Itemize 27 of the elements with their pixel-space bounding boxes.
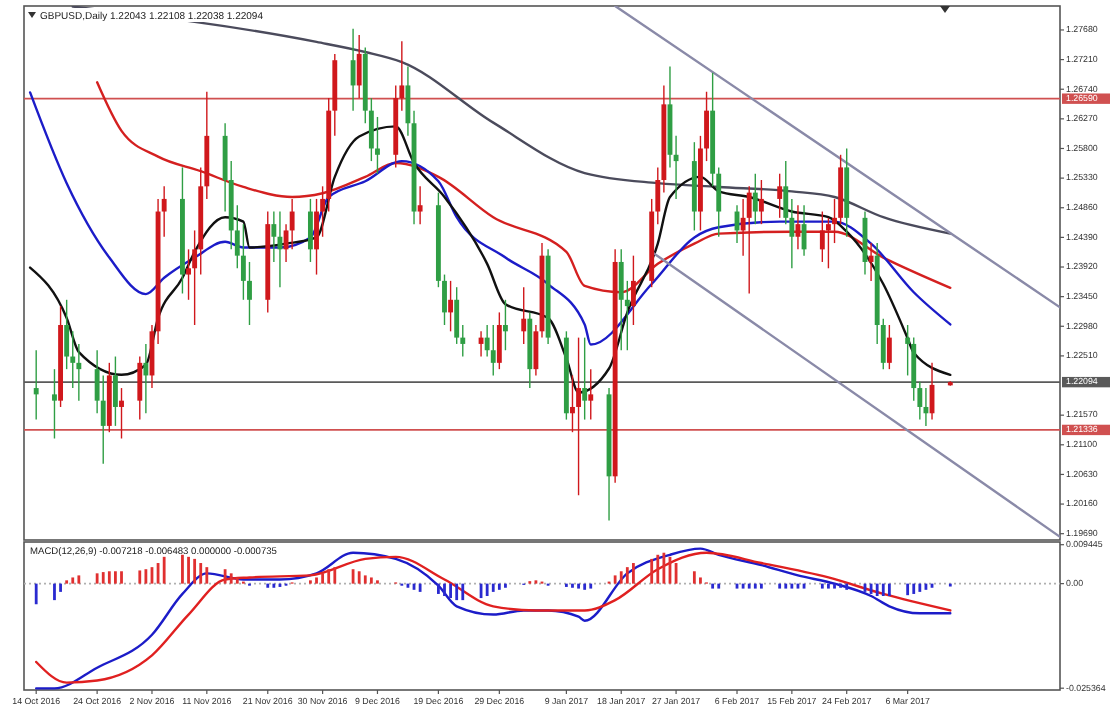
candlestick [752, 173, 758, 225]
candlestick [33, 349, 39, 421]
candlestick [496, 311, 502, 370]
candlestick [52, 368, 57, 440]
candlestick [307, 198, 313, 263]
candlestick [521, 286, 527, 345]
candlestick [618, 248, 624, 351]
candlestick [119, 387, 124, 440]
candlestick [588, 368, 594, 421]
candlestick [490, 324, 496, 377]
candlestick [417, 185, 423, 225]
candlestick [886, 324, 892, 370]
candlestick [503, 299, 508, 351]
candlestick [777, 173, 783, 219]
candlestick [923, 387, 929, 427]
candlestick [350, 28, 356, 112]
line-series [28, 91, 952, 346]
candlestick [137, 355, 143, 421]
candlestick [448, 280, 454, 333]
candlestick [582, 336, 588, 421]
candlestick [758, 179, 764, 225]
candlestick [356, 34, 362, 99]
candlestick [143, 343, 149, 414]
candlestick [112, 355, 118, 427]
candlestick [576, 336, 581, 496]
candlestick [868, 242, 874, 282]
candlestick [819, 210, 825, 263]
